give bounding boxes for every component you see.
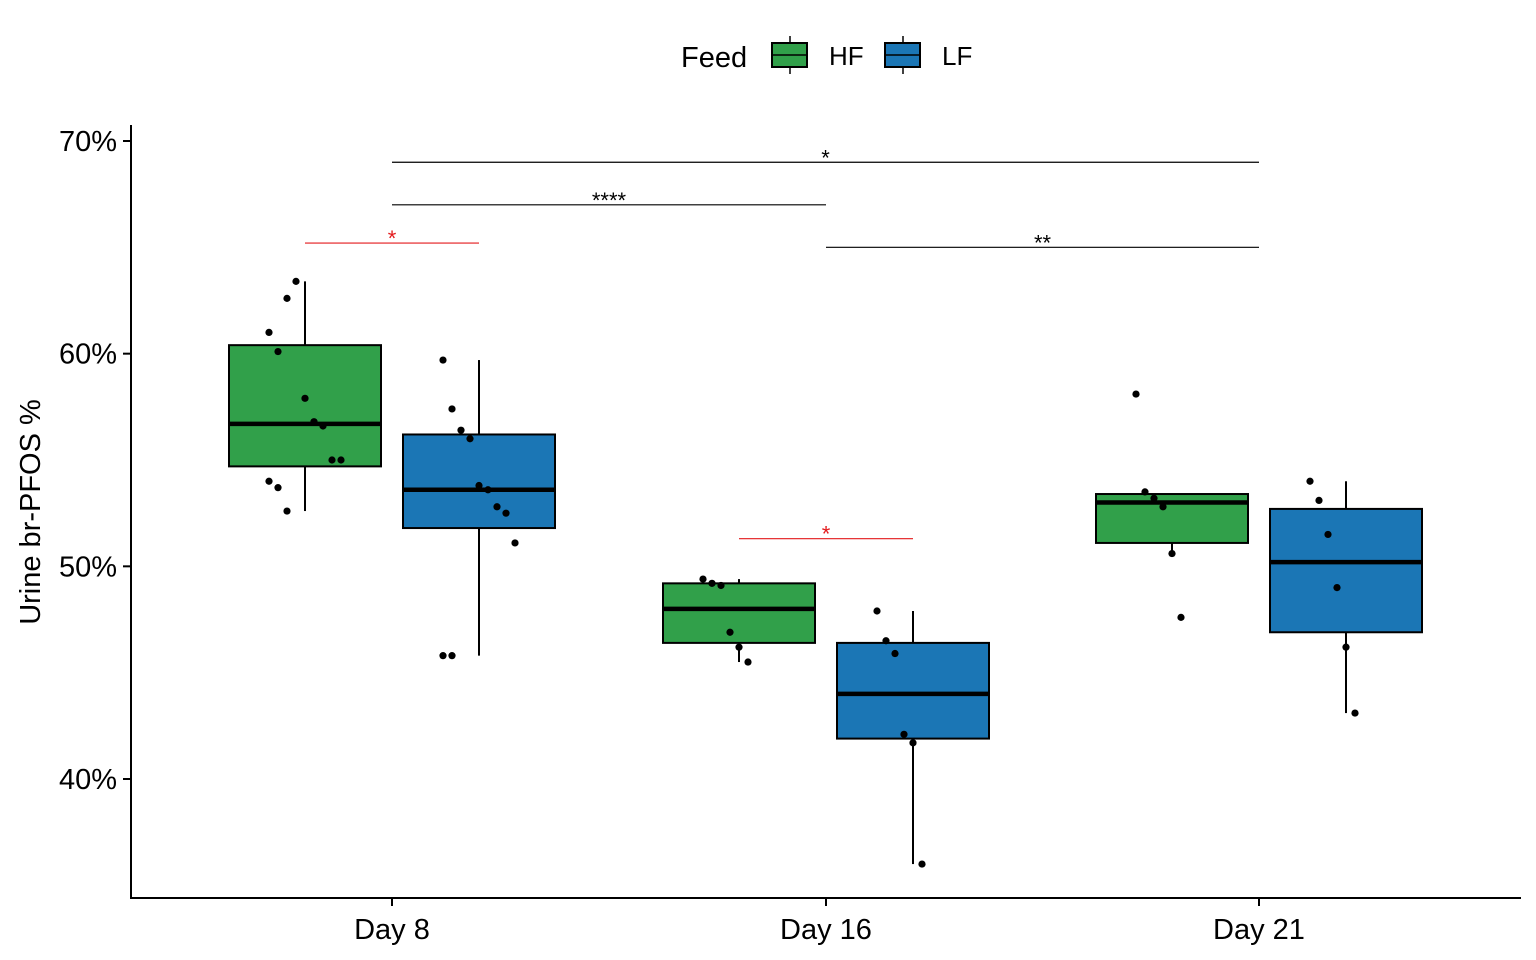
data-point [1150,494,1158,502]
data-point [1342,643,1350,651]
data-point [511,539,519,547]
data-point [918,860,926,868]
data-point [484,486,492,494]
data-point [457,426,465,434]
data-point [873,607,881,615]
data-point [274,484,282,492]
boxes [228,281,1423,865]
legend-key-hf [771,36,808,74]
box-body [1269,507,1423,634]
data-point [1141,488,1149,496]
data-point [1177,613,1185,621]
data-point [283,294,291,302]
significance-label: **** [592,188,627,213]
y-tick-label: 60% [59,339,117,371]
significance-label: * [388,226,397,251]
data-point [337,456,345,464]
data-point [319,422,327,430]
y-axis-title: Urine br-PFOS % [15,399,47,625]
data-point [1351,709,1359,717]
data-point [726,628,734,636]
data-point [439,356,447,364]
box-hf [1095,493,1249,554]
data-point [699,575,707,583]
x-tick-label: Day 8 [354,914,430,946]
legend-key-lf [884,36,921,74]
data-point [328,456,336,464]
tick-marks: 40% 50% 60% 70% Day 8 Day 16 Day 21 [59,126,1305,946]
data-point [1168,549,1176,558]
data-point [1132,390,1140,398]
data-point [502,509,510,517]
y-tick-label: 40% [59,764,117,796]
data-point [466,435,474,443]
legend-label-hf: HF [829,41,864,71]
data-point [265,477,273,485]
jitter-points [265,277,1359,868]
data-point [1315,496,1323,505]
data-point [735,643,743,651]
data-point [900,730,908,738]
box-lf [836,610,990,865]
significance-label: * [822,522,831,547]
data-point [909,739,917,747]
data-point [708,579,716,587]
data-point [274,347,282,356]
data-point [1306,477,1314,485]
box-lf [1269,481,1423,714]
box-body [402,433,556,530]
data-point [891,649,899,658]
x-tick-label: Day 16 [780,914,872,946]
y-tick-label: 50% [59,551,117,583]
data-point [301,394,309,402]
legend-label-lf: LF [942,41,972,71]
significance-label: ** [1034,230,1052,255]
data-point [310,418,318,426]
data-point [283,507,291,515]
data-point [882,637,890,645]
data-point [1159,503,1167,511]
significance-brackets: ********* [305,145,1259,547]
data-point [448,405,456,413]
box-body [662,582,816,644]
x-tick-label: Day 21 [1213,914,1305,946]
data-point [448,652,456,660]
box-lf [402,360,556,656]
significance-label: * [821,145,830,170]
box-hf [228,281,382,512]
data-point [292,277,300,285]
legend-title: Feed [681,42,747,74]
data-point [717,581,725,590]
axes: Urine br-PFOS % [15,125,1521,899]
data-point [439,652,447,660]
data-point [744,658,752,666]
data-point [493,503,501,511]
data-point [1333,584,1341,592]
data-point [1324,530,1332,539]
data-point [265,328,273,336]
data-point [475,481,483,490]
legend: Feed HF LF [681,36,972,74]
box-body [228,344,382,468]
box-hf [662,579,816,663]
y-tick-label: 70% [59,126,117,158]
box-body [836,641,990,740]
